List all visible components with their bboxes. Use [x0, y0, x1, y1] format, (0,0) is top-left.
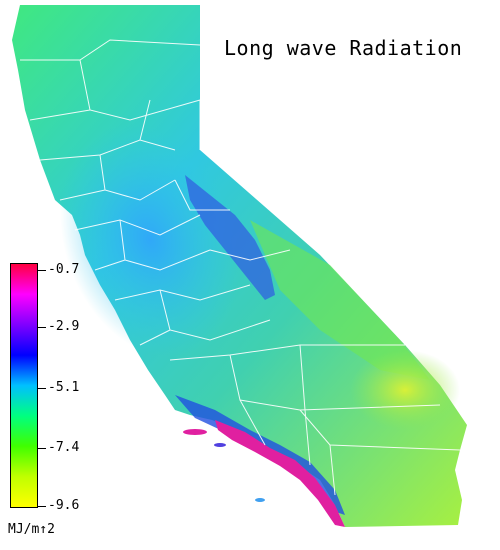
- legend-color-bar: [10, 263, 38, 508]
- legend-tick-mark: [38, 388, 46, 389]
- desert-region: [350, 350, 460, 430]
- map-title: Long wave Radiation: [224, 36, 463, 60]
- legend-tick-label: -9.6: [48, 498, 80, 513]
- legend-tick-mark: [38, 327, 46, 328]
- legend-tick-label: -7.4: [48, 440, 80, 455]
- legend-tick-mark: [38, 506, 46, 507]
- legend-unit-label: MJ/m↑2: [8, 522, 55, 537]
- legend-tick-label: -0.7: [48, 262, 80, 277]
- sierra-region: [185, 175, 275, 300]
- island: [183, 429, 207, 435]
- east-region: [250, 220, 430, 380]
- legend-tick-mark: [38, 270, 46, 271]
- south-coast-magenta: [215, 420, 345, 527]
- island: [255, 498, 265, 502]
- legend-tick-mark: [38, 448, 46, 449]
- county-boundaries: [20, 39, 461, 496]
- island: [214, 443, 226, 447]
- legend-tick-label: -2.9: [48, 319, 80, 334]
- legend-tick-label: -5.1: [48, 380, 80, 395]
